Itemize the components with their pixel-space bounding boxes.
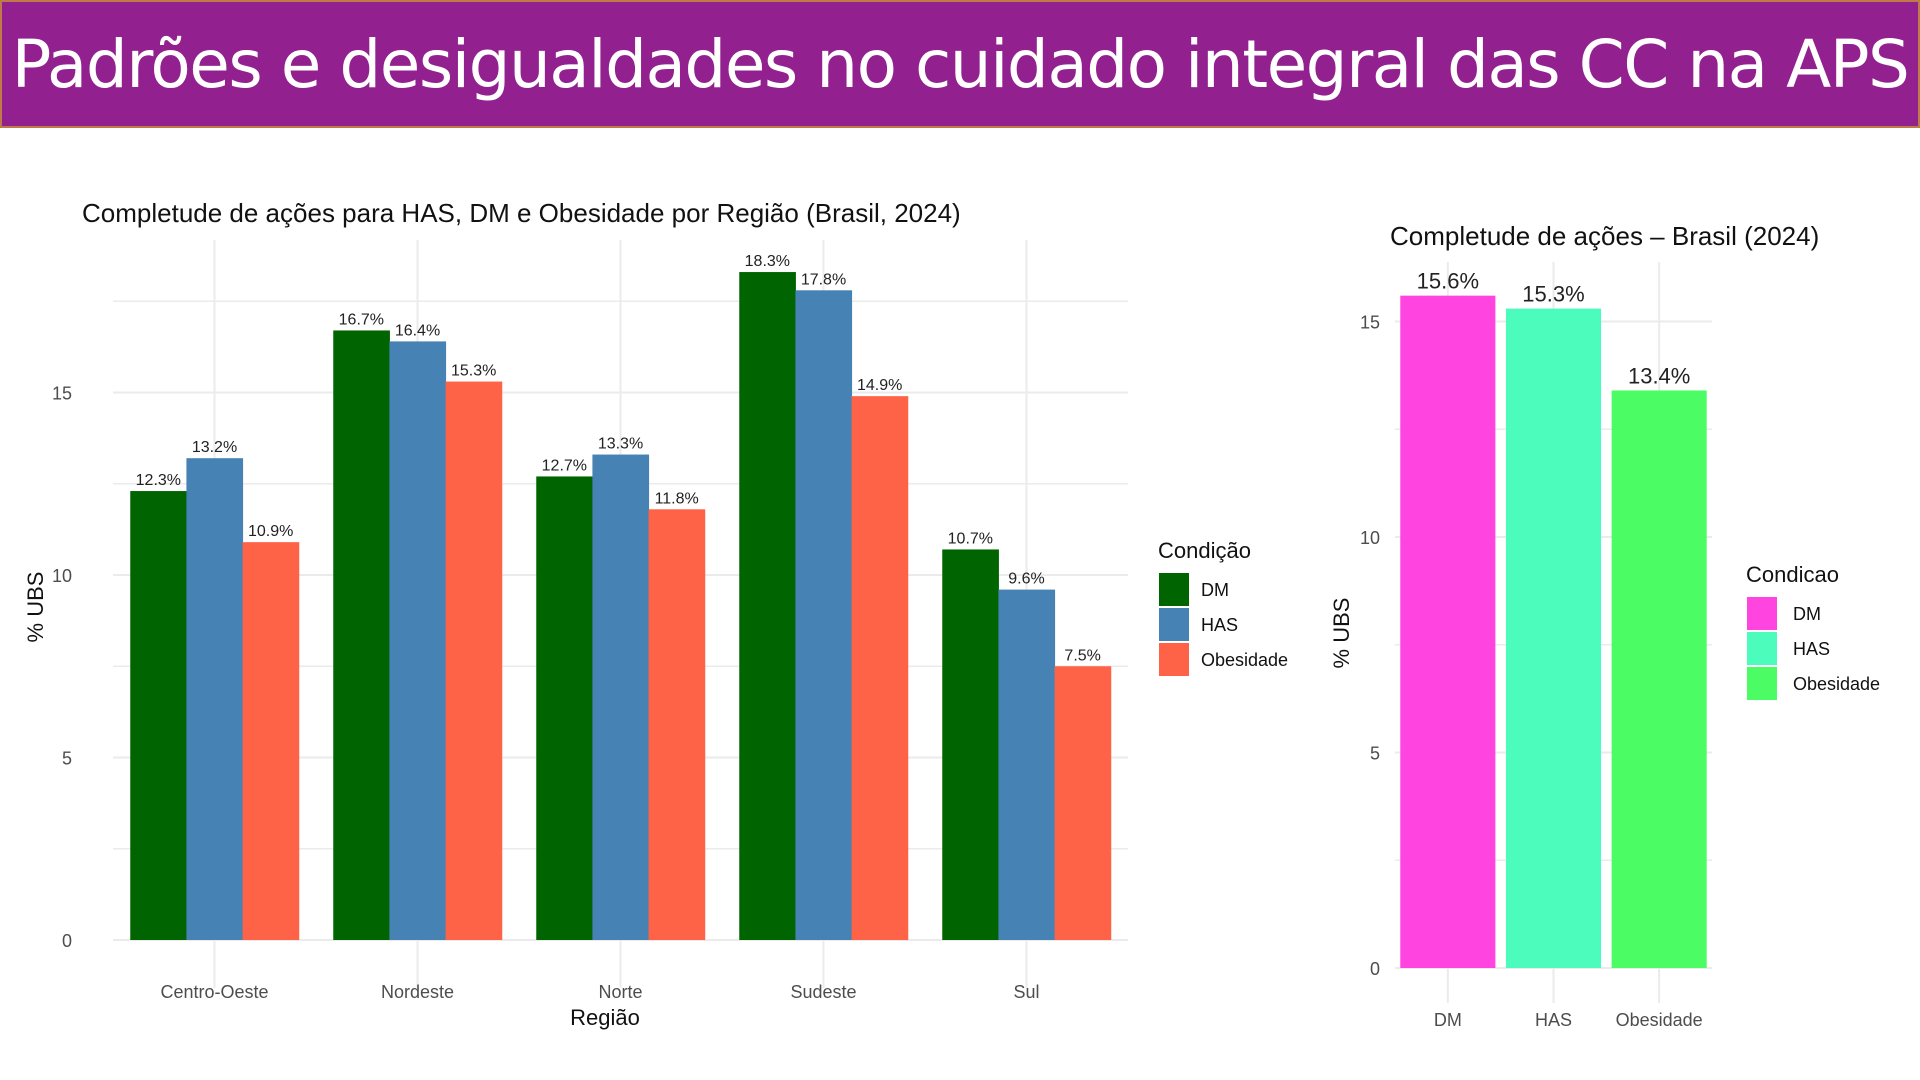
data-label: 18.3% (745, 253, 790, 270)
legend-label-has: HAS (1793, 639, 1830, 659)
data-label: 13.4% (1628, 363, 1690, 388)
x-tick-label: Obesidade (1616, 1010, 1703, 1030)
data-label: 16.4% (395, 322, 440, 339)
data-label: 13.3% (598, 436, 643, 453)
bar-obesidade-norte (648, 509, 706, 940)
y-tick-label: 0 (1370, 959, 1380, 979)
x-tick-label: HAS (1535, 1010, 1572, 1030)
data-label: 14.9% (857, 377, 902, 394)
bar-dm-sudeste (739, 272, 796, 940)
data-label: 7.5% (1064, 647, 1100, 664)
data-label: 15.3% (451, 363, 496, 380)
regional-legend-title: Condição (1158, 538, 1251, 563)
x-tick-label: Centro-Oeste (160, 982, 268, 1002)
legend-swatch-has (1159, 608, 1189, 641)
legend-label-has: HAS (1201, 615, 1238, 635)
legend-label-obesidade: Obesidade (1793, 674, 1880, 694)
data-label: 12.3% (136, 472, 181, 489)
bar-dm (1400, 295, 1496, 968)
brasil-chart-x-ticks: DM HAS Obesidade (1434, 1010, 1703, 1030)
brasil-chart-data-labels: 15.6% 15.3% 13.4% (1417, 269, 1691, 389)
y-tick-label: 0 (62, 931, 72, 951)
x-tick-label: Sudeste (790, 982, 856, 1002)
brasil-chart-title: Completude de ações – Brasil (2024) (1390, 221, 1819, 251)
x-tick-label: Nordeste (381, 982, 454, 1002)
x-tick-label: Norte (598, 982, 642, 1002)
bar-obesidade-nordeste (445, 381, 503, 940)
bar-obesidade-sul (1054, 666, 1112, 940)
y-tick-label: 10 (52, 566, 72, 586)
bar-dm-norte (536, 476, 593, 940)
legend-label-dm: DM (1793, 604, 1821, 624)
bar-obesidade-centro-oeste (242, 542, 300, 940)
bar-obesidade-sudeste (851, 396, 909, 940)
slide-header: Padrões e desigualdades no cuidado integ… (0, 0, 1920, 128)
regional-chart-x-ticks: Centro-Oeste Nordeste Norte Sudeste Sul (160, 982, 1039, 1002)
brasil-chart-bars (1400, 295, 1707, 969)
data-label: 9.6% (1008, 571, 1044, 588)
bar-dm-sul (942, 549, 999, 940)
y-tick-label: 5 (62, 749, 72, 769)
regional-chart-y-axis-label: % UBS (23, 572, 48, 643)
y-tick-label: 10 (1360, 528, 1380, 548)
bar-has-centro-oeste (186, 458, 244, 940)
bar-obesidade (1611, 390, 1707, 969)
regional-chart-data-labels: 12.3% 16.7% 12.7% 18.3% 10.7% 13.2% 16.4% 13.3%… (136, 253, 1101, 664)
legend-swatch-obesidade (1747, 667, 1777, 700)
regional-bar-chart: Completude de ações para HAS, DM e Obesi… (23, 198, 1288, 1030)
brasil-legend-title: Condicao (1746, 562, 1839, 587)
x-tick-label: Sul (1013, 982, 1039, 1002)
data-label: 15.6% (1417, 269, 1479, 294)
legend-swatch-has (1747, 632, 1777, 665)
y-tick-label: 5 (1370, 744, 1380, 764)
legend-swatch-dm (1159, 573, 1189, 606)
legend-label-dm: DM (1201, 580, 1229, 600)
slide-title: Padrões e desigualdades no cuidado integ… (11, 25, 1910, 103)
data-label: 17.8% (801, 271, 846, 288)
brasil-chart-legend: Condicao DM HAS Obesidade (1746, 562, 1880, 700)
brasil-bar-chart: Completude de ações – Brasil (2024) 15.6… (1329, 221, 1880, 1030)
bar-dm-nordeste (333, 330, 390, 940)
data-label: 16.7% (339, 311, 384, 328)
bar-has-nordeste (389, 341, 447, 940)
regional-chart-bars (130, 272, 1112, 940)
y-tick-label: 15 (1360, 313, 1380, 333)
bar-has-sudeste (795, 290, 853, 940)
legend-swatch-obesidade (1159, 643, 1189, 676)
regional-chart-title: Completude de ações para HAS, DM e Obesi… (82, 198, 961, 228)
x-tick-label: DM (1434, 1010, 1462, 1030)
regional-chart-legend: Condição DM HAS Obesidade (1158, 538, 1288, 676)
data-label: 10.9% (248, 523, 293, 540)
regional-chart-x-axis-label: Região (570, 1005, 640, 1030)
bar-has-norte (592, 454, 650, 940)
brasil-chart-y-ticks: 0 5 10 15 (1360, 313, 1380, 980)
regional-chart-y-ticks: 0 5 10 15 (52, 384, 72, 952)
data-label: 15.3% (1522, 282, 1584, 307)
data-label: 10.7% (948, 530, 993, 547)
legend-swatch-dm (1747, 597, 1777, 630)
data-label: 13.2% (192, 439, 237, 456)
bar-has (1505, 308, 1602, 968)
data-label: 11.8% (655, 490, 699, 507)
bar-has-sul (998, 589, 1056, 940)
brasil-chart-y-axis-label: % UBS (1329, 598, 1354, 669)
legend-label-obesidade: Obesidade (1201, 650, 1288, 670)
bar-dm-centro-oeste (130, 491, 187, 940)
y-tick-label: 15 (52, 384, 72, 404)
data-label: 12.7% (542, 457, 587, 474)
